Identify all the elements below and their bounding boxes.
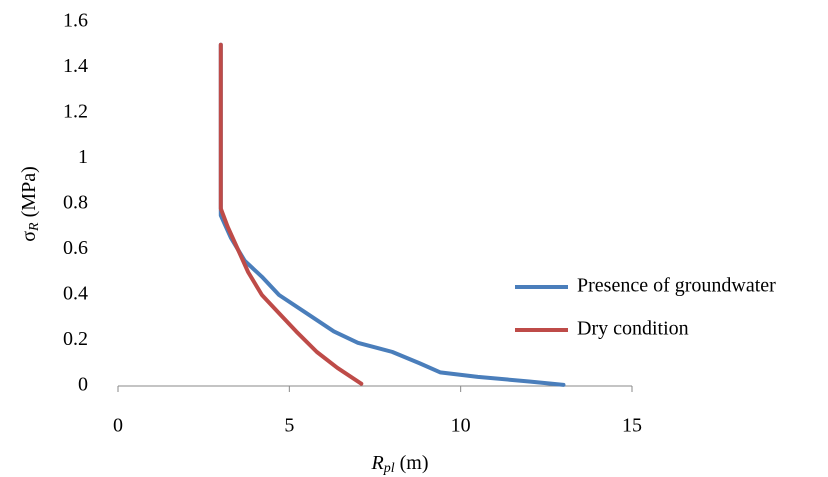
x-tick-label: 15: [622, 415, 642, 437]
y-tick-label: 1.4: [63, 55, 88, 77]
y-tick-label: 0.4: [63, 283, 88, 305]
y-tick-label: 0: [78, 374, 88, 396]
data-line: [218, 42, 566, 387]
y-tick-label: 1.6: [63, 10, 88, 32]
x-axis-label: Rpl (m): [371, 452, 429, 477]
x-tick-label: 5: [284, 415, 294, 437]
x-tick-label: 0: [113, 415, 123, 437]
x-tick-label: 10: [451, 415, 471, 437]
legend-label: Dry condition: [577, 318, 689, 340]
data-line: [218, 42, 364, 386]
y-tick-label: 1: [78, 146, 88, 168]
legend-label: Presence of groundwater: [577, 275, 776, 297]
y-tick-label: 0.6: [63, 237, 88, 259]
y-tick-label: 0.8: [63, 192, 88, 214]
y-tick-label: 1.2: [63, 101, 88, 123]
y-axis-label: σR (MPa): [18, 166, 43, 241]
y-tick-label: 0.2: [63, 328, 88, 350]
